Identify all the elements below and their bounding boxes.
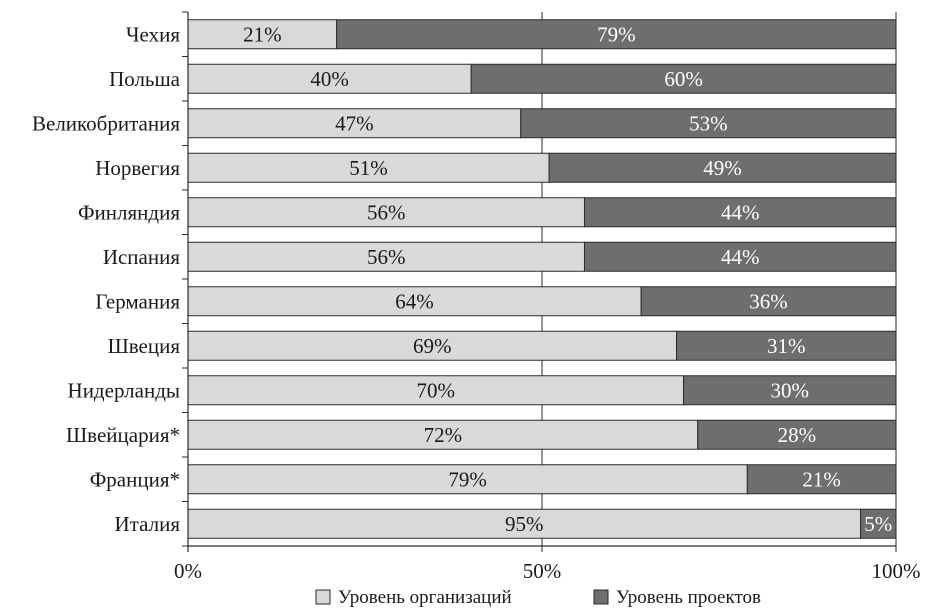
category-label-11: Италия xyxy=(115,512,181,536)
data-label-proj-11: 5% xyxy=(864,512,892,536)
bar-proj-4 xyxy=(583,197,897,228)
category-label-5: Испания xyxy=(103,245,181,269)
bar-org-4 xyxy=(187,197,585,228)
data-label-proj-2: 53% xyxy=(689,111,728,135)
category-label-9: Швейцария* xyxy=(66,423,180,447)
bar-proj-7 xyxy=(676,330,897,361)
category-label-3: Норвегия xyxy=(95,156,180,180)
bar-proj-5 xyxy=(583,241,897,272)
data-label-org-7: 69% xyxy=(413,334,452,358)
data-label-proj-3: 49% xyxy=(703,156,742,180)
legend-swatch-proj xyxy=(593,589,609,605)
category-label-10: Франция* xyxy=(90,467,180,491)
data-label-org-6: 64% xyxy=(395,289,434,313)
data-label-org-9: 72% xyxy=(424,423,463,447)
data-label-proj-1: 60% xyxy=(664,67,703,91)
bar-org-5 xyxy=(187,241,585,272)
x-tick-label-2: 100% xyxy=(872,559,921,583)
x-tick-label-1: 50% xyxy=(523,559,562,583)
data-label-org-5: 56% xyxy=(367,245,406,269)
data-label-org-8: 70% xyxy=(417,378,456,402)
category-label-8: Нидерланды xyxy=(68,378,180,402)
legend-label-org: Уровень организаций xyxy=(338,587,512,608)
data-label-proj-6: 36% xyxy=(749,289,788,313)
bar-proj-3 xyxy=(548,152,897,183)
data-label-proj-10: 21% xyxy=(802,467,841,491)
x-tick-label-0: 0% xyxy=(174,559,202,583)
data-label-org-0: 21% xyxy=(243,22,282,46)
data-label-org-1: 40% xyxy=(310,67,349,91)
bar-proj-8 xyxy=(683,375,897,406)
bar-proj-9 xyxy=(697,419,897,450)
data-label-org-3: 51% xyxy=(349,156,388,180)
data-label-proj-0: 79% xyxy=(597,22,636,46)
category-label-7: Швеция xyxy=(108,334,181,358)
bar-org-7 xyxy=(187,330,678,361)
data-label-org-4: 56% xyxy=(367,200,406,224)
data-label-org-10: 79% xyxy=(448,467,487,491)
data-label-proj-8: 30% xyxy=(771,378,810,402)
legend-label-proj: Уровень проектов xyxy=(616,587,761,608)
category-label-2: Великобритания xyxy=(32,111,180,135)
data-label-proj-5: 44% xyxy=(721,245,760,269)
bar-proj-11 xyxy=(860,508,897,539)
data-label-proj-4: 44% xyxy=(721,200,760,224)
category-label-1: Польша xyxy=(109,67,181,91)
category-label-4: Финляндия xyxy=(78,200,180,224)
bar-proj-1 xyxy=(470,63,897,94)
data-label-org-2: 47% xyxy=(335,111,374,135)
bar-proj-10 xyxy=(746,464,897,495)
bar-org-3 xyxy=(187,152,550,183)
bar-proj-2 xyxy=(520,108,897,139)
category-label-6: Германия xyxy=(95,289,180,313)
data-label-proj-9: 28% xyxy=(778,423,817,447)
bar-proj-0 xyxy=(336,19,897,50)
bar-proj-6 xyxy=(640,286,897,317)
data-label-org-11: 95% xyxy=(505,512,544,536)
data-label-proj-7: 31% xyxy=(767,334,806,358)
category-label-0: Чехия xyxy=(126,22,180,46)
legend-swatch-org xyxy=(315,589,331,605)
